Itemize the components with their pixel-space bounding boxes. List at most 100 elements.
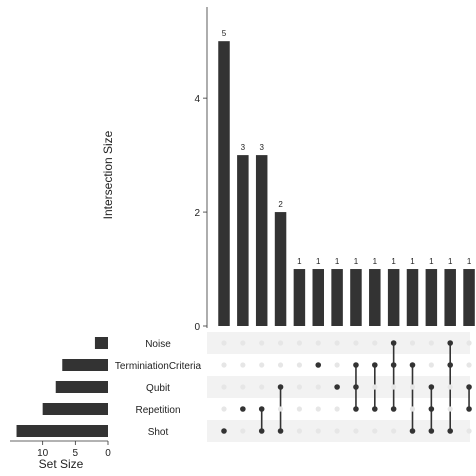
matrix-dot-inactive: [372, 384, 378, 390]
matrix-dot-inactive: [240, 340, 246, 346]
matrix-dot-active: [240, 406, 246, 412]
intersection-size-axis: 0 2 4: [194, 7, 208, 333]
matrix-dot-active: [277, 428, 284, 434]
matrix-dot-active: [221, 428, 227, 434]
matrix-dot-active: [277, 384, 284, 390]
set-tick-label: 10: [37, 448, 49, 459]
intersection-bar: [274, 212, 287, 326]
set-size-bar: [55, 381, 108, 393]
matrix-dot-inactive: [447, 406, 453, 412]
intersection-bars: [218, 41, 475, 327]
matrix-dot-inactive: [334, 362, 340, 368]
intersection-bar: [387, 269, 400, 326]
matrix-dot-active: [372, 406, 378, 412]
matrix-dot-inactive: [372, 340, 378, 346]
matrix-dot-inactive: [447, 384, 453, 390]
set-label: Noise: [145, 339, 171, 350]
matrix-dot-inactive: [391, 428, 397, 434]
set-tick-label: 5: [73, 448, 79, 459]
set-label: TerminiationCriteria: [115, 361, 202, 372]
matrix-dot-active: [334, 384, 340, 390]
intersection-bar: [444, 269, 456, 326]
intersection-value-label: 5: [222, 29, 227, 38]
intersection-value-label: 1: [410, 257, 415, 266]
matrix-dot-inactive: [259, 362, 265, 368]
matrix-dot-active: [353, 406, 359, 412]
matrix-dot-active: [353, 362, 359, 368]
matrix-dot-inactive: [221, 340, 227, 346]
matrix-dot-active: [428, 428, 435, 434]
intersection-value-label: 1: [297, 257, 302, 266]
matrix-dot-inactive: [353, 340, 359, 346]
matrix-dot-active: [390, 362, 397, 368]
intersection-bar: [350, 269, 362, 326]
matrix-dot-active: [258, 428, 265, 434]
matrix-dot-active: [428, 406, 435, 412]
matrix-dot-inactive: [409, 384, 416, 390]
matrix-dot-inactive: [315, 384, 321, 390]
intersection-bar: [237, 155, 249, 326]
intersection-value-labels: 5 3 3 2 1 1 1 1 1 1 1 1 1 1: [222, 29, 472, 266]
y-tick-label: 2: [194, 208, 200, 219]
matrix-dot-inactive: [409, 406, 416, 412]
intersection-bar: [406, 269, 419, 326]
matrix-dot-inactive: [296, 340, 302, 346]
intersection-value-label: 2: [278, 200, 283, 209]
matrix-dot-inactive: [259, 340, 265, 346]
matrix-dot-active: [353, 384, 359, 390]
set-label: Qubit: [146, 383, 170, 394]
matrix-dot-active: [447, 428, 454, 434]
matrix-dot-inactive: [296, 362, 302, 368]
y-tick-label: 0: [194, 322, 200, 333]
intersection-value-label: 1: [467, 257, 472, 266]
matrix-dot-inactive: [240, 428, 246, 434]
set-labels: Noise TerminiationCriteria Qubit Repetition…: [115, 339, 202, 438]
matrix-dot-inactive: [259, 384, 265, 390]
matrix-dot-active: [372, 362, 378, 368]
intersection-value-label: 1: [354, 257, 359, 266]
matrix-dot-active: [390, 340, 397, 346]
set-size-bar: [62, 359, 108, 371]
matrix-dot-active: [447, 362, 454, 368]
intersection-matrix: [221, 340, 472, 434]
matrix-dot-active: [428, 384, 435, 390]
matrix-dot-inactive: [240, 384, 246, 390]
set-tick-label: 0: [105, 448, 111, 459]
matrix-dot-inactive: [315, 406, 321, 412]
matrix-dot-inactive: [391, 384, 397, 390]
matrix-dot-inactive: [428, 362, 434, 368]
matrix-dot-inactive: [372, 428, 378, 434]
matrix-dot-inactive: [466, 340, 472, 346]
matrix-dot-active: [466, 406, 472, 412]
matrix-dot-inactive: [296, 406, 302, 412]
intersection-bar: [331, 269, 343, 326]
matrix-dot-inactive: [315, 340, 321, 346]
matrix-dot-inactive: [221, 362, 227, 368]
matrix-dot-inactive: [466, 428, 472, 434]
set-size-bar: [94, 337, 108, 349]
matrix-dot-inactive: [315, 428, 321, 434]
intersection-bar: [369, 269, 381, 326]
intersection-bar: [425, 269, 438, 326]
matrix-dot-active: [447, 340, 454, 346]
matrix-dot-inactive: [277, 362, 284, 368]
intersection-value-label: 3: [241, 143, 246, 152]
set-size-bars: [16, 337, 108, 437]
intersection-value-label: 1: [316, 257, 321, 266]
matrix-dot-inactive: [353, 428, 359, 434]
matrix-dot-inactive: [466, 362, 472, 368]
matrix-dot-inactive: [277, 340, 284, 346]
matrix-dot-inactive: [428, 340, 434, 346]
matrix-dot-active: [315, 362, 322, 368]
set-size-axis-title: Set Size: [39, 457, 84, 471]
intersection-value-label: 1: [335, 257, 340, 266]
matrix-dot-inactive: [334, 406, 340, 412]
intersection-bar: [255, 155, 268, 326]
matrix-dot-inactive: [277, 406, 284, 412]
y-tick-label: 4: [194, 94, 200, 105]
matrix-dot-active: [390, 406, 397, 412]
intersection-value-label: 1: [429, 257, 434, 266]
intersection-bar: [312, 269, 324, 326]
matrix-dot-inactive: [221, 384, 227, 390]
